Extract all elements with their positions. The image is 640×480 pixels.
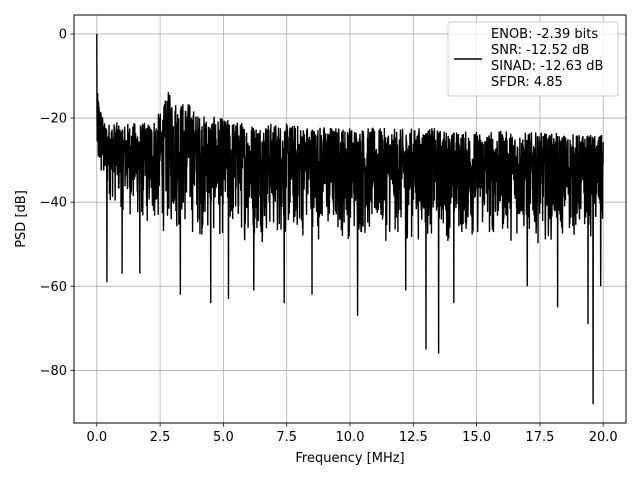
x-tick-label: 7.5 bbox=[276, 430, 297, 445]
y-axis-label: PSD [dB] bbox=[14, 190, 29, 248]
series-group bbox=[96, 33, 604, 405]
y-tick-label: −40 bbox=[40, 196, 67, 211]
x-axis-label: Frequency [MHz] bbox=[295, 451, 404, 466]
legend-entry-sinad: SINAD: -12.63 dB bbox=[491, 59, 603, 74]
legend-entry-enob: ENOB: -2.39 bits bbox=[491, 27, 598, 42]
x-tick-label: 10.0 bbox=[336, 430, 365, 445]
x-tick-label: 5.0 bbox=[213, 430, 234, 445]
y-tick-label: 0 bbox=[59, 27, 67, 42]
x-tick-label: 0.0 bbox=[86, 430, 107, 445]
x-tick-label: 20.0 bbox=[589, 430, 618, 445]
axis-ticks: 0.0 2.5 5.0 7.5 10.0 12.5 15.0 17.5 20.0 0 −20 −40 −… bbox=[40, 27, 618, 445]
psd-series-line bbox=[96, 33, 604, 405]
y-tick-label: −20 bbox=[40, 112, 67, 127]
x-tick-label: 17.5 bbox=[525, 430, 554, 445]
x-tick-label: 12.5 bbox=[399, 430, 428, 445]
legend-entry-sfdr: SFDR: 4.85 bbox=[491, 75, 563, 90]
legend: ENOB: -2.39 bits SNR: -12.52 dB SINAD: -… bbox=[447, 21, 619, 97]
x-tick-label: 2.5 bbox=[150, 430, 171, 445]
legend-box bbox=[447, 21, 619, 97]
y-tick-label: −60 bbox=[40, 280, 67, 295]
legend-entry-snr: SNR: -12.52 dB bbox=[491, 43, 589, 58]
x-tick-label: 15.0 bbox=[462, 430, 491, 445]
y-tick-label: −80 bbox=[40, 364, 67, 379]
